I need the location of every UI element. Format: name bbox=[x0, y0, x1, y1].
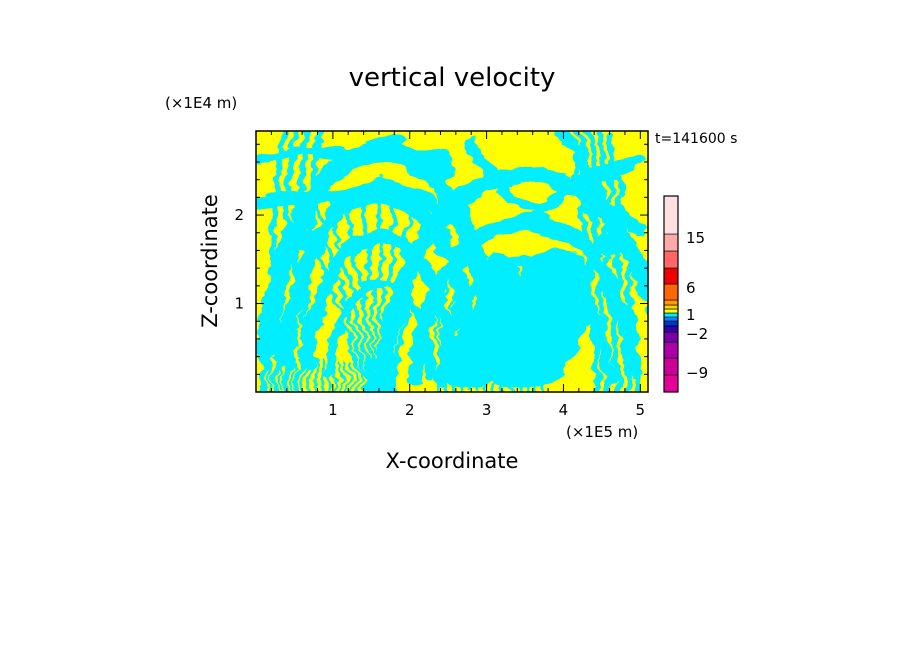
negative-velocity-region bbox=[282, 230, 318, 250]
x-tick-label: 5 bbox=[636, 401, 646, 419]
colorbar-segment bbox=[663, 312, 679, 318]
y-axis-label: Z-coordinate bbox=[198, 194, 222, 328]
negative-velocity-band bbox=[530, 278, 539, 392]
time-label: t=141600 s bbox=[655, 131, 737, 147]
negative-velocity-band bbox=[337, 358, 344, 392]
colorbar-label: 15 bbox=[686, 229, 705, 247]
colorbar-segment bbox=[663, 320, 679, 327]
negative-velocity-band bbox=[514, 278, 523, 392]
y-tick-label: 2 bbox=[234, 206, 244, 224]
negative-velocity-band bbox=[498, 278, 507, 392]
colorbar-segment bbox=[663, 299, 679, 306]
velocity-field bbox=[256, 131, 648, 392]
negative-velocity-band bbox=[271, 358, 278, 392]
negative-velocity-band bbox=[361, 358, 368, 392]
negative-velocity-band bbox=[490, 278, 499, 392]
negative-velocity-band bbox=[349, 358, 356, 392]
colorbar-label: 1 bbox=[686, 306, 696, 324]
y-unit-label: (×1E4 m) bbox=[165, 94, 237, 112]
colorbar-segment bbox=[663, 325, 679, 333]
colorbar-label: 6 bbox=[686, 279, 696, 297]
colorbar-segment bbox=[663, 250, 679, 269]
negative-velocity-band bbox=[328, 198, 376, 392]
x-tick-label: 3 bbox=[482, 401, 492, 419]
y-axis-ticks: 12 bbox=[234, 143, 648, 375]
colorbar-frame bbox=[663, 195, 679, 393]
negative-velocity-band bbox=[373, 358, 380, 392]
chart-title: vertical velocity bbox=[349, 63, 556, 93]
negative-velocity-band bbox=[325, 358, 332, 392]
negative-velocity-band bbox=[360, 198, 382, 392]
colorbar-segment bbox=[663, 357, 679, 376]
x-tick-label: 4 bbox=[559, 401, 569, 419]
negative-velocity-band bbox=[522, 278, 531, 392]
plot-frame bbox=[255, 130, 649, 393]
negative-velocity-band bbox=[283, 358, 290, 392]
y-tick-label: 1 bbox=[234, 295, 244, 313]
colorbar-label: −9 bbox=[686, 364, 708, 382]
negative-velocity-band bbox=[265, 358, 272, 392]
negative-velocity-band bbox=[538, 278, 547, 392]
colorbar-segment bbox=[663, 308, 679, 314]
negative-velocity-band bbox=[407, 213, 643, 386]
negative-velocity-band bbox=[277, 358, 284, 392]
colorbar-segment bbox=[663, 233, 679, 252]
negative-velocity-band bbox=[307, 358, 314, 392]
negative-velocity-band bbox=[319, 358, 326, 392]
colorbar-segment bbox=[663, 195, 679, 235]
negative-velocity-band bbox=[256, 135, 405, 165]
x-tick-label: 2 bbox=[405, 401, 415, 419]
x-unit-label: (×1E5 m) bbox=[566, 423, 638, 441]
negative-velocity-band bbox=[278, 184, 482, 366]
negative-velocity-band bbox=[367, 358, 374, 392]
negative-velocity-band bbox=[256, 179, 451, 221]
negative-velocity-band bbox=[313, 358, 320, 392]
colorbar-segment bbox=[663, 304, 679, 310]
negative-velocity-band bbox=[331, 358, 338, 392]
negative-velocity-band bbox=[295, 358, 302, 392]
negative-velocity-band bbox=[301, 358, 308, 392]
negative-velocity-region bbox=[515, 248, 595, 352]
negative-velocity-band bbox=[464, 139, 646, 216]
colorbar-segment bbox=[663, 267, 679, 285]
negative-velocity-band bbox=[565, 131, 601, 392]
colorbar: 15 6 1−2 −9 bbox=[663, 195, 708, 393]
colorbar-label: −2 bbox=[686, 325, 708, 343]
colorbar-segment bbox=[663, 283, 679, 301]
negative-velocity-band bbox=[482, 278, 491, 392]
negative-velocity-region bbox=[594, 233, 626, 257]
x-axis-label: X-coordinate bbox=[386, 449, 519, 473]
negative-velocity-band bbox=[289, 358, 296, 392]
colorbar-segment bbox=[663, 374, 679, 393]
negative-velocity-band bbox=[376, 166, 648, 383]
negative-velocity-band bbox=[555, 131, 645, 235]
negative-velocity-band bbox=[259, 358, 266, 392]
x-axis-ticks: 1 2 3 4 5 bbox=[270, 131, 646, 419]
negative-velocity-band bbox=[355, 358, 362, 392]
colorbar-segment bbox=[663, 331, 679, 343]
x-tick-label: 1 bbox=[328, 401, 338, 419]
negative-velocity-band bbox=[506, 278, 515, 392]
negative-velocity-band bbox=[474, 278, 483, 392]
negative-velocity-region bbox=[406, 149, 454, 181]
negative-velocity-band bbox=[343, 358, 350, 392]
negative-velocity-band bbox=[344, 198, 379, 392]
colorbar-segment bbox=[663, 341, 679, 359]
colorbar-segment bbox=[663, 316, 679, 322]
